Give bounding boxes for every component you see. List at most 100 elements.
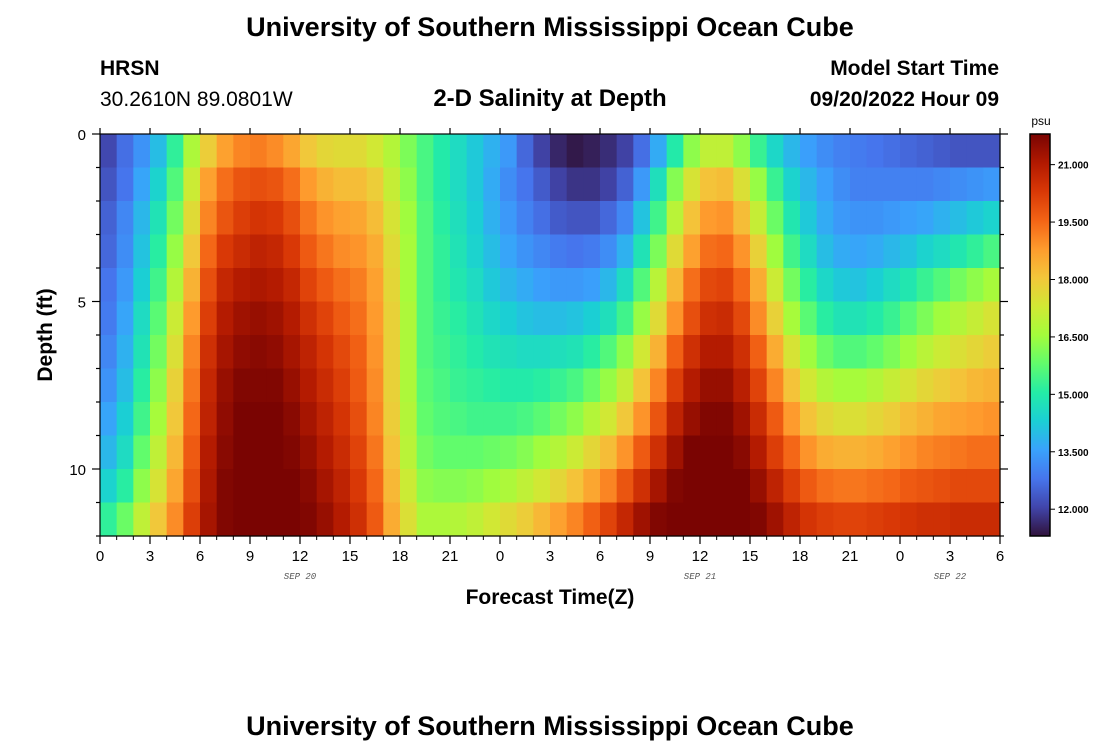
heatmap-cell xyxy=(933,469,951,504)
heatmap-cell xyxy=(933,234,951,269)
station-name: HRSN xyxy=(100,57,160,80)
heatmap-cell xyxy=(366,368,384,403)
heatmap-cell xyxy=(183,335,201,370)
heatmap-cell xyxy=(366,402,384,437)
heatmap-cell xyxy=(150,469,168,504)
heatmap-cell xyxy=(850,502,868,537)
heatmap-cell xyxy=(283,502,301,537)
heatmap-cell xyxy=(683,368,701,403)
heatmap-cell xyxy=(416,268,434,303)
heatmap-cell xyxy=(566,201,584,236)
heatmap-cell xyxy=(616,201,634,236)
heatmap-cell xyxy=(183,368,201,403)
heatmap-cell xyxy=(550,469,568,504)
heatmap-cell xyxy=(900,268,918,303)
heatmap-cell xyxy=(783,268,801,303)
heatmap-cell xyxy=(266,335,284,370)
y-tick-label: 10 xyxy=(69,462,86,479)
heatmap-cell xyxy=(400,167,418,202)
heatmap-cell xyxy=(550,402,568,437)
heatmap-cell xyxy=(783,469,801,504)
heatmap-cell xyxy=(533,335,551,370)
heatmap-cell xyxy=(266,268,284,303)
heatmap-cell xyxy=(233,234,251,269)
heatmap-cell xyxy=(583,469,601,504)
heatmap-cell xyxy=(733,335,751,370)
heatmap-cell xyxy=(700,167,718,202)
heatmap-cell xyxy=(733,134,751,169)
heatmap-cell xyxy=(950,301,968,336)
heatmap-cell xyxy=(883,469,901,504)
heatmap-cell xyxy=(233,502,251,537)
heatmap-cell xyxy=(716,301,734,336)
heatmap-cell xyxy=(100,502,118,537)
date-label: SEP 20 xyxy=(284,572,317,582)
date-label: SEP 21 xyxy=(684,572,716,582)
heatmap-cell xyxy=(800,469,818,504)
x-tick-label: 21 xyxy=(842,548,859,565)
heatmap-cell xyxy=(300,134,318,169)
heatmap-cell xyxy=(433,435,451,470)
heatmap-cell xyxy=(766,301,784,336)
heatmap-cell xyxy=(983,234,1001,269)
heatmap-cell xyxy=(316,201,334,236)
heatmap-cell xyxy=(800,502,818,537)
heatmap-cell xyxy=(516,368,534,403)
heatmap-cell xyxy=(366,167,384,202)
heatmap-cell xyxy=(550,201,568,236)
heatmap-cell xyxy=(200,201,218,236)
heatmap-cell xyxy=(183,435,201,470)
heatmap-cell xyxy=(133,201,151,236)
heatmap-cell xyxy=(200,402,218,437)
heatmap-cell xyxy=(966,134,984,169)
heatmap-cell xyxy=(916,502,934,537)
heatmap-cell xyxy=(233,167,251,202)
y-axis: 0 5 10 xyxy=(69,127,1008,537)
heatmap-cell xyxy=(966,234,984,269)
heatmap-cell xyxy=(866,469,884,504)
heatmap-cell xyxy=(150,201,168,236)
heatmap-cell xyxy=(466,335,484,370)
heatmap-cell xyxy=(783,301,801,336)
heatmap-cell xyxy=(233,134,251,169)
heatmap-cell xyxy=(716,402,734,437)
heatmap-cell xyxy=(650,368,668,403)
heatmap-cell xyxy=(533,268,551,303)
heatmap-cell xyxy=(900,435,918,470)
heatmap-cell xyxy=(833,469,851,504)
heatmap-cell xyxy=(433,301,451,336)
heatmap-cell xyxy=(816,402,834,437)
heatmap-cell xyxy=(366,502,384,537)
heatmap-cell xyxy=(300,201,318,236)
heatmap-cell xyxy=(783,234,801,269)
heatmap-cell xyxy=(750,301,768,336)
heatmap-cell xyxy=(466,234,484,269)
heatmap-cell xyxy=(583,201,601,236)
x-tick-label: 9 xyxy=(246,548,254,565)
heatmap-cell xyxy=(500,502,518,537)
heatmap-cell xyxy=(683,201,701,236)
heatmap-cell xyxy=(450,301,468,336)
heatmap-cell xyxy=(200,502,218,537)
heatmap-cell xyxy=(166,335,184,370)
heatmap-cell xyxy=(100,335,118,370)
heatmap-cell xyxy=(916,435,934,470)
heatmap-cell xyxy=(783,368,801,403)
heatmap-cell xyxy=(650,301,668,336)
heatmap-cell xyxy=(950,167,968,202)
heatmap-cell xyxy=(366,201,384,236)
heatmap-cell xyxy=(100,301,118,336)
heatmap-cell xyxy=(200,435,218,470)
x-tick-label: 0 xyxy=(96,548,104,565)
heatmap-cell xyxy=(516,402,534,437)
heatmap-cell xyxy=(750,502,768,537)
heatmap-cell xyxy=(366,268,384,303)
heatmap-cell xyxy=(150,402,168,437)
heatmap-cell xyxy=(650,402,668,437)
heatmap-cell xyxy=(550,134,568,169)
heatmap-cell xyxy=(683,435,701,470)
heatmap-cell xyxy=(100,201,118,236)
heatmap-cell xyxy=(133,469,151,504)
heatmap-cell xyxy=(966,402,984,437)
heatmap-cell xyxy=(350,268,368,303)
